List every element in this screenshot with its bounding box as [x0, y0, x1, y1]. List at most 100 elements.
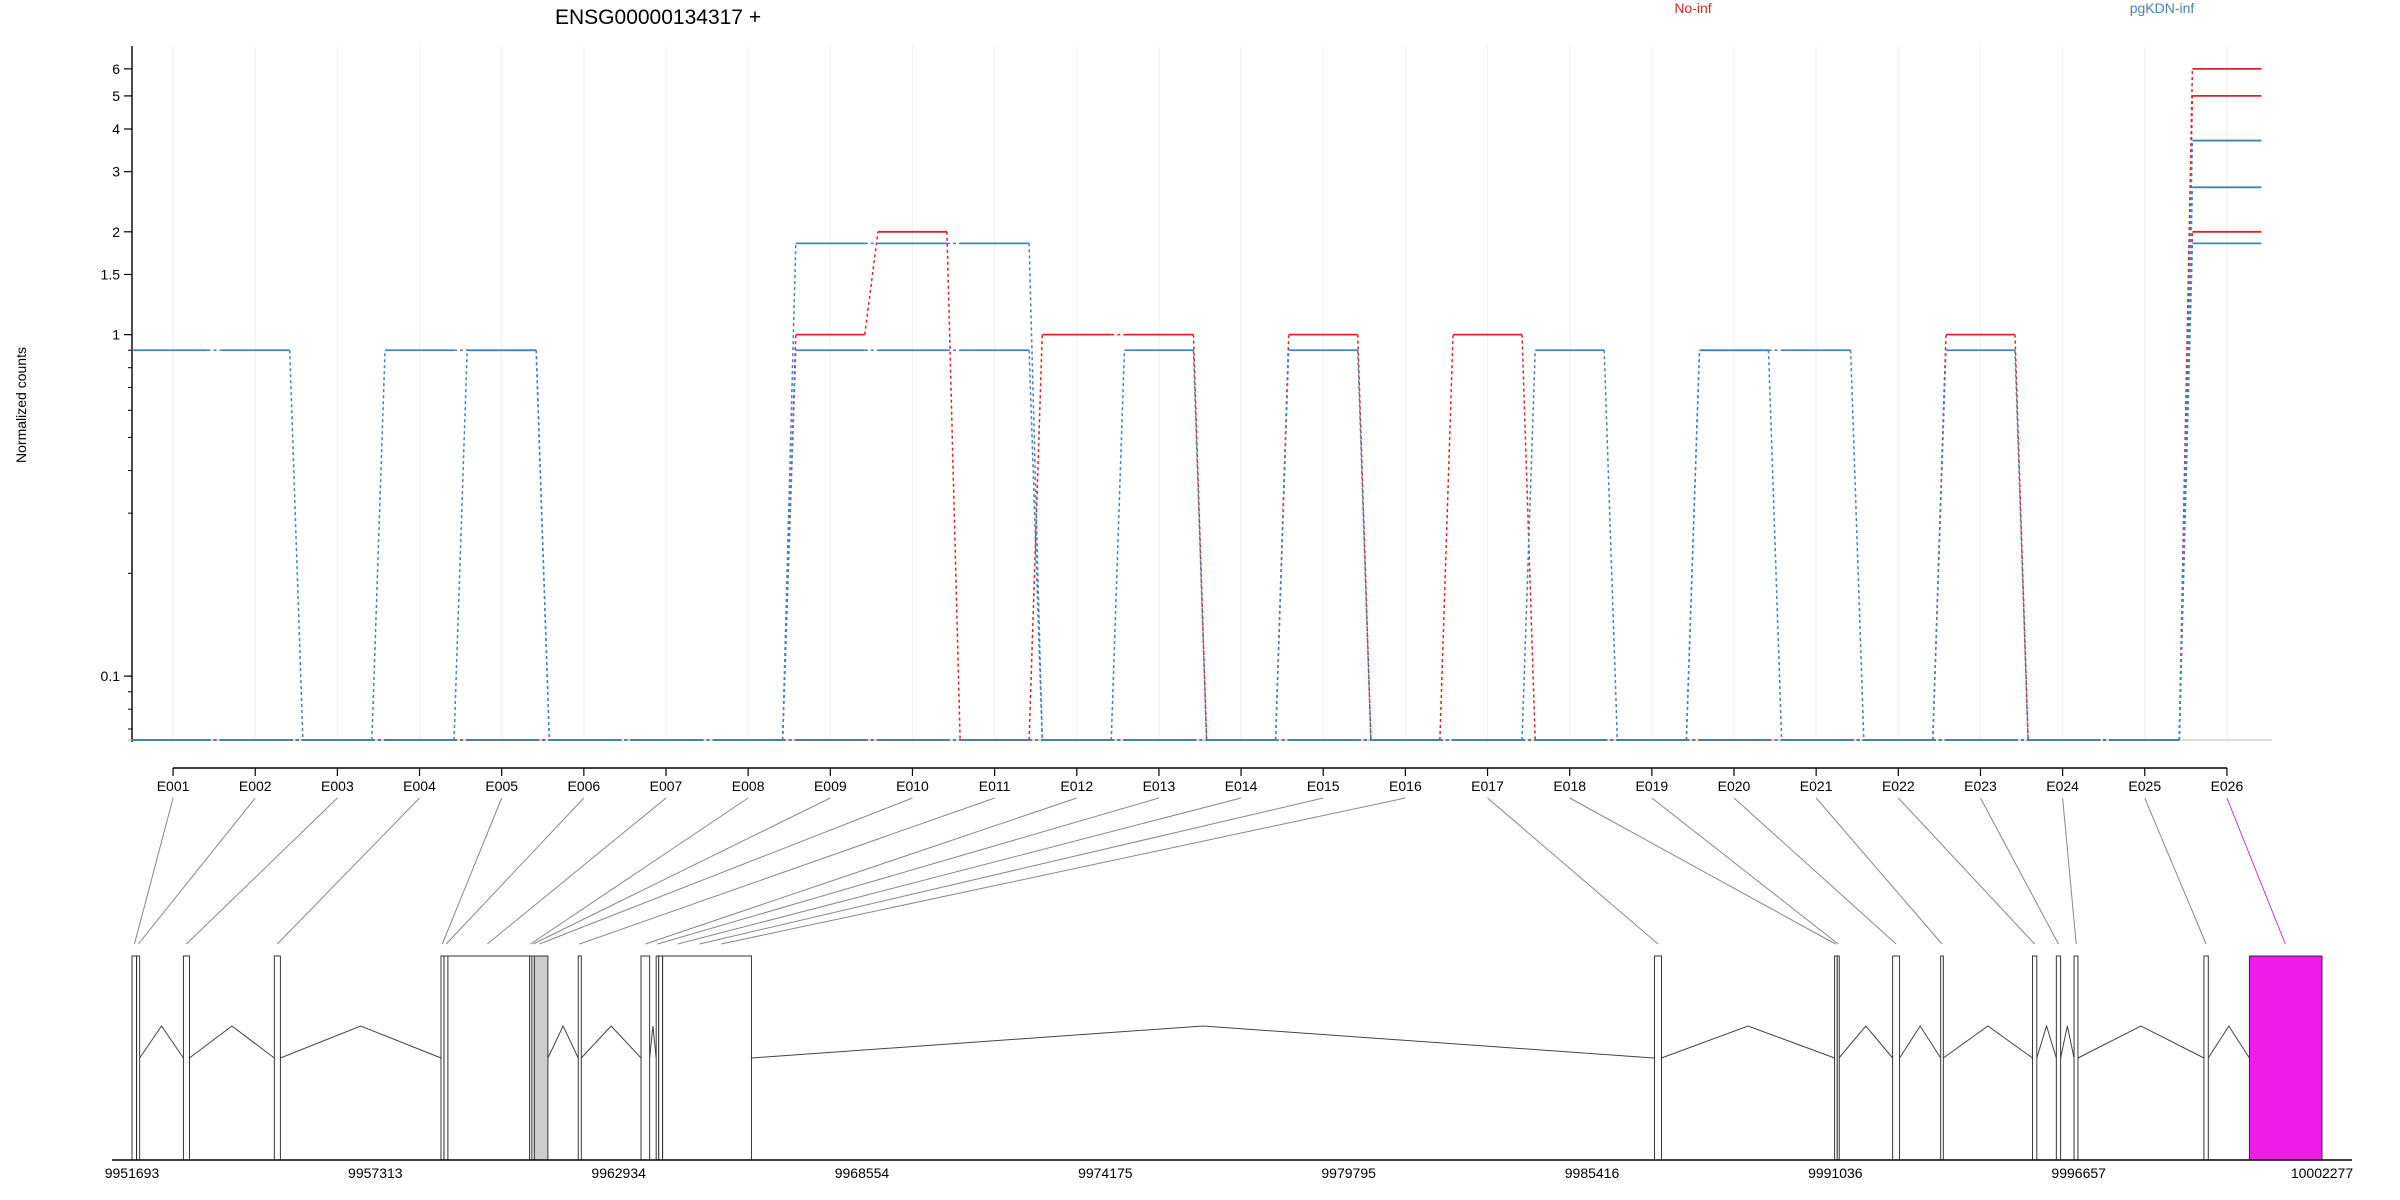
coordinate-tick-label: 9957313	[348, 1165, 403, 1181]
intron-line	[1943, 1025, 2033, 1059]
exon-connector-e026	[2226, 797, 2286, 945]
coordinate-tick-label: 10002277	[2291, 1165, 2354, 1181]
x-tick-label-e012: E012	[1060, 778, 1093, 794]
intron-line	[751, 1025, 1655, 1059]
exon-block	[443, 955, 449, 1161]
intron-line	[2060, 1025, 2075, 1059]
x-tick-label-e014: E014	[1225, 778, 1258, 794]
coordinate-tick-label: 9962934	[591, 1165, 646, 1181]
exon-block	[2073, 955, 2079, 1161]
x-tick-label-e003: E003	[321, 778, 354, 794]
exon-connector-e002	[137, 797, 256, 945]
data-point-transition	[1439, 334, 1454, 741]
series-no-inf-1	[132, 95, 2262, 741]
y-tick-label: 3	[112, 164, 120, 180]
y-tick-label: 1.5	[101, 266, 121, 282]
exon-connector-e010	[539, 797, 913, 945]
coordinate-tick-label: 9951693	[105, 1165, 160, 1181]
x-tick-label-e026: E026	[2211, 778, 2244, 794]
data-point-transition	[288, 350, 304, 741]
data-point-transition	[1028, 334, 1044, 741]
exon-connector-e011	[579, 797, 995, 945]
x-tick-label-e011: E011	[979, 778, 1011, 794]
data-point-transition	[1028, 350, 1044, 741]
series-no-inf-0	[132, 67, 2262, 741]
x-tick-label-e022: E022	[1882, 778, 1915, 794]
data-point-transition	[1274, 350, 1290, 741]
x-tick-label-e025: E025	[2128, 778, 2161, 794]
x-tick-label-e004: E004	[403, 778, 436, 794]
data-point-transition	[1849, 350, 1865, 741]
exon-connector-e023	[1980, 797, 2059, 945]
exon-block	[2055, 955, 2062, 1161]
data-point-transition	[1192, 334, 1208, 741]
coordinate-tick-label: 9991036	[1808, 1165, 1863, 1181]
intron-line	[1661, 1025, 1835, 1059]
data-point-transition	[946, 231, 961, 741]
y-tick-label: 5	[112, 88, 120, 104]
x-tick-label-e007: E007	[650, 778, 683, 794]
exon-connector-e005	[441, 797, 503, 945]
y-tick-label: 2	[112, 224, 120, 240]
exon-block	[1940, 955, 1944, 1161]
exon-block	[1654, 955, 1662, 1161]
intron-line	[2077, 1025, 2205, 1059]
intron-line	[2036, 1024, 2057, 1059]
series-pgkdn-inf-5	[132, 242, 2262, 741]
x-tick-label-e015: E015	[1307, 778, 1340, 794]
exon-connector-e013	[657, 797, 1160, 945]
coordinate-tick-label: 9985416	[1565, 1165, 1620, 1181]
data-point-transition	[2014, 350, 2029, 741]
intron-line	[547, 1024, 579, 1059]
data-point-transition	[1932, 350, 1947, 741]
coordinate-tick-label: 9996657	[2051, 1165, 2106, 1181]
data-point-transition	[1356, 350, 1372, 741]
data-point-transition	[1603, 350, 1619, 741]
x-tick-label-e020: E020	[1718, 778, 1751, 794]
exon-connector-e017	[1487, 797, 1659, 945]
y-tick-label: 1	[112, 327, 120, 343]
x-tick-label-e024: E024	[2046, 778, 2079, 794]
y-axis-label: Normalized counts	[13, 347, 29, 463]
x-tick-label-e023: E023	[1964, 778, 1997, 794]
exon-block	[136, 955, 141, 1161]
data-point-transition	[535, 350, 551, 741]
data-point-transition	[1192, 350, 1208, 741]
x-tick-label-e021: E021	[1800, 778, 1833, 794]
exon-block	[658, 955, 664, 1161]
exon-connector-e003	[186, 797, 338, 945]
exon-connector-e012	[645, 797, 1077, 945]
exon-connector-e024	[2062, 797, 2077, 945]
exon-block	[2248, 955, 2323, 1161]
exon-block	[662, 955, 752, 1161]
x-tick-label-e002: E002	[239, 778, 272, 794]
exon-block	[2032, 955, 2038, 1161]
intron-line	[1899, 1025, 1942, 1059]
exon-connector-e014	[677, 797, 1242, 945]
intron-line	[649, 1025, 657, 1059]
data-point-transition	[1685, 350, 1701, 741]
data-point-transition	[1356, 334, 1372, 741]
legend-entry-pgkdn-inf: pgKDN-inf	[2130, 0, 2195, 16]
y-tick-label: 6	[112, 61, 120, 77]
exon-connector-e008	[530, 797, 749, 945]
exon-connector-e004	[276, 797, 420, 945]
intron-line	[189, 1025, 275, 1059]
y-tick-label: 0.1	[101, 668, 121, 684]
exon-block	[577, 955, 582, 1161]
x-tick-label-e013: E013	[1143, 778, 1176, 794]
exon-connector-e001	[133, 797, 174, 945]
exon-connector-e009	[532, 797, 831, 945]
intron-line	[280, 1025, 442, 1059]
data-point-transition	[781, 243, 797, 741]
x-tick-label-e009: E009	[814, 778, 847, 794]
exon-block	[2203, 955, 2209, 1161]
data-point-transition	[1521, 350, 1536, 741]
series-lines	[132, 67, 2262, 741]
x-tick-label-e018: E018	[1553, 778, 1586, 794]
data-point-transition	[2014, 334, 2029, 741]
exon-block	[131, 955, 138, 1161]
data-point-transition	[2178, 140, 2194, 741]
exon-connector-e015	[699, 797, 1324, 945]
